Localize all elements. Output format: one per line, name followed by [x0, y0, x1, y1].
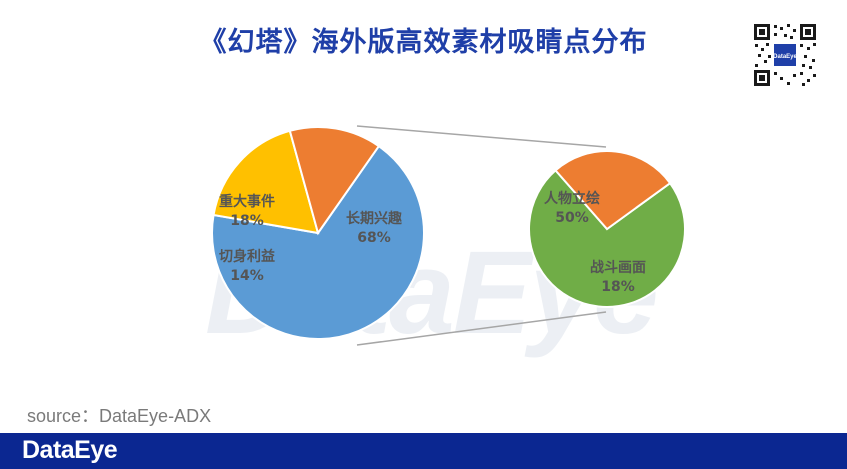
battle-scene-label: 战斗画面 18% [590, 259, 646, 295]
character-art-slice[interactable] [528, 168, 686, 308]
major-event-slice[interactable] [212, 129, 320, 235]
connector-line-bottom [356, 311, 607, 346]
long-term-interest-slice[interactable] [211, 144, 425, 340]
personal-interest-label: 切身利益 14% [219, 248, 275, 284]
footer-bar: DataEye [0, 433, 847, 469]
source-text: source：DataEye-ADX [27, 406, 212, 426]
pie-of-pie-chart: 长期兴趣 68% 重大事件 18% 切身利益 14% 人物立绘 50% 战斗画面 18% [211, 125, 686, 346]
connector-line-top [356, 125, 607, 148]
chart-title: 《幻塔》海外版高效素材吸睛点分布 [199, 27, 648, 58]
primary-pie: 长期兴趣 68% 重大事件 18% 切身利益 14% [211, 126, 425, 340]
dataeye-logo: DataEye [22, 436, 118, 464]
personal-interest-slice[interactable] [288, 126, 381, 236]
secondary-pie: 人物立绘 50% 战斗画面 18% [528, 150, 686, 308]
character-art-label: 人物立绘 50% [544, 190, 600, 226]
long-term-interest-label: 长期兴趣 68% [346, 210, 403, 246]
major-event-label: 重大事件 18% [219, 193, 275, 229]
qr-center-logo: DataEye [773, 54, 797, 60]
battle-scene-slice[interactable] [554, 150, 672, 231]
qr-code-icon[interactable]: DataEye [752, 22, 818, 88]
